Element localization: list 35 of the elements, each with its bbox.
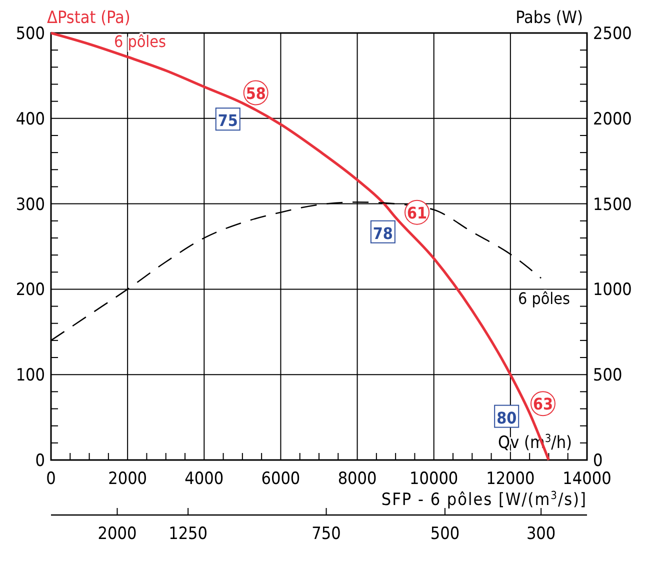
y2-tick-label: 2500 <box>593 24 632 44</box>
text: 1250 <box>168 524 208 544</box>
x-tick-label: 10000 <box>410 469 458 489</box>
y-axis-title: ΔPstat (Pa) <box>47 8 130 28</box>
text: SFP - 6 pôles [W/(m$^{3}$/s)] <box>381 488 587 510</box>
x-tick-label: 14000 <box>562 469 612 489</box>
y2-tick-label: 500 <box>593 366 622 386</box>
text: 500 <box>430 524 460 544</box>
text: 2000 <box>98 524 137 544</box>
annotation: 61 <box>406 203 428 222</box>
y-tick-label: 400 <box>16 109 45 130</box>
text: 300 <box>526 524 556 544</box>
y-tick-label: 100 <box>16 366 45 386</box>
y2-axis-title: Pabs (W) <box>516 8 583 28</box>
x-tick-label: 8000 <box>338 469 377 489</box>
text: 750 <box>312 524 341 544</box>
annotation: 80 <box>496 408 517 428</box>
y2-tick-label: 0 <box>593 451 603 471</box>
annotation: 78 <box>372 224 393 243</box>
x-tick-label: 6000 <box>261 469 300 489</box>
annotation: 75 <box>218 111 238 130</box>
annotation: 58 <box>246 84 266 103</box>
x-tick-label: 12000 <box>486 469 535 489</box>
y-tick-label: 200 <box>16 280 45 300</box>
series-label: 6 pôles <box>518 289 570 308</box>
y-tick-label: 300 <box>16 194 45 215</box>
annotation: 63 <box>532 394 553 414</box>
y-tick-label: 0 <box>35 451 45 471</box>
x-tick-label: 4000 <box>184 469 224 489</box>
y2-tick-label: 2000 <box>593 109 632 130</box>
y2-tick-label: 1500 <box>593 194 632 215</box>
y2-tick-label: 1000 <box>593 280 632 300</box>
series-label: 6 pôles <box>114 32 166 51</box>
y-tick-label: 500 <box>16 24 45 44</box>
x-tick-label: 2000 <box>108 469 148 489</box>
